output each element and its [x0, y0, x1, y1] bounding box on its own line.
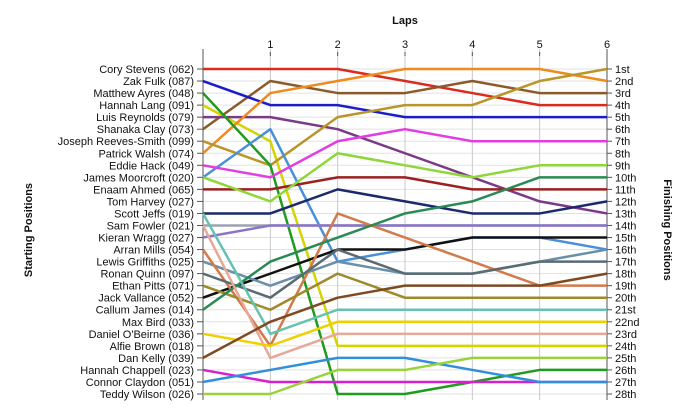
- series-line: [201, 224, 607, 360]
- finish-position-label: 12th: [615, 196, 636, 208]
- driver-label: Arran Mills (054): [113, 245, 194, 257]
- finish-position-label: 23rd: [615, 329, 637, 341]
- lap-tick-label: 3: [402, 39, 408, 51]
- driver-label: Max Bird (033): [122, 317, 194, 329]
- finish-position-label: 9th: [615, 160, 630, 172]
- series-line: [202, 272, 607, 311]
- driver-label: Hannah Lang (091): [99, 100, 194, 112]
- left-axis-title: Starting Positions: [23, 183, 35, 277]
- series-line: [202, 79, 607, 119]
- driver-label: Luis Reynolds (079): [96, 112, 194, 124]
- driver-label: Hannah Chappell (023): [80, 365, 194, 377]
- driver-label: Sam Fowler (021): [107, 220, 194, 232]
- finishing-position-labels: 1st2nd3rd4th5th6th7th8th9th10th11th12th1…: [607, 64, 639, 401]
- finish-position-label: 21st: [615, 305, 636, 317]
- lap-ticks: 1 2 3 4 5 6: [267, 39, 610, 56]
- finish-position-label: 8th: [615, 148, 630, 160]
- series-line: [202, 272, 608, 359]
- finish-position-label: 15th: [615, 233, 636, 245]
- finish-position-label: 24th: [615, 341, 636, 353]
- driver-label: Tom Harvey (027): [107, 196, 194, 208]
- right-axis-title: Finishing Positions: [661, 179, 673, 280]
- finish-position-label: 4th: [615, 100, 630, 112]
- finish-position-label: 3rd: [615, 88, 631, 100]
- finish-position-label: 19th: [615, 281, 636, 293]
- series-line: [203, 176, 607, 191]
- series-line: [203, 188, 608, 215]
- series-line: [202, 224, 607, 239]
- series-line: [202, 320, 607, 348]
- driver-label: Ethan Pitts (071): [112, 281, 194, 293]
- finish-position-label: 28th: [615, 389, 636, 401]
- chart-title: Laps: [392, 15, 418, 27]
- driver-label: Enaam Ahmed (065): [93, 184, 194, 196]
- driver-label: Daniel O'Beirne (036): [89, 329, 194, 341]
- finish-position-label: 16th: [615, 245, 636, 257]
- series-line: [202, 248, 607, 299]
- series-line: [202, 152, 607, 203]
- driver-label: Dan Kelly (039): [118, 353, 194, 365]
- finish-position-label: 10th: [615, 172, 636, 184]
- series-lines: [201, 67, 608, 396]
- series-line: [201, 212, 607, 336]
- series-line: [202, 92, 607, 396]
- series-line: [203, 115, 608, 215]
- driver-label: Zak Fulk (087): [123, 76, 194, 88]
- finish-position-label: 14th: [615, 220, 636, 232]
- driver-label: Shanaka Clay (073): [97, 124, 194, 136]
- series-line: [202, 176, 607, 311]
- driver-label: Lewis Griffiths (025): [96, 257, 194, 269]
- series-line: [202, 236, 607, 299]
- series-line: [202, 104, 607, 348]
- finish-position-label: 18th: [615, 269, 636, 281]
- finish-position-label: 5th: [615, 112, 630, 124]
- finish-position-label: 22nd: [615, 317, 639, 329]
- series-line: [202, 127, 607, 179]
- driver-label: Scott Jeffs (019): [114, 208, 194, 220]
- driver-label: James Moorcroft (020): [83, 172, 194, 184]
- finish-position-label: 26th: [615, 365, 636, 377]
- finish-position-label: 11th: [615, 184, 636, 196]
- driver-label: Patrick Walsh (074): [98, 148, 194, 160]
- series-line: [202, 67, 608, 155]
- starting-position-labels: Cory Stevens (062)Zak Fulk (087)Matthew …: [58, 64, 203, 401]
- driver-label: Connor Claydon (051): [86, 377, 194, 389]
- series-line: [202, 356, 607, 384]
- lap-tick-label: 4: [469, 39, 475, 51]
- driver-label: Callum James (014): [96, 305, 194, 317]
- driver-label: Kieran Wragg (027): [98, 233, 194, 245]
- lap-tick-label: 1: [267, 39, 273, 51]
- driver-label: Alfie Brown (018): [110, 341, 194, 353]
- driver-label: Teddy Wilson (026): [100, 389, 194, 401]
- driver-label: Ronan Quinn (097): [100, 269, 194, 281]
- lap-tick-label: 2: [335, 39, 341, 51]
- driver-label: Eddie Hack (049): [109, 160, 194, 172]
- finish-position-label: 20th: [615, 293, 636, 305]
- finish-position-label: 7th: [615, 136, 630, 148]
- series-line: [203, 67, 607, 107]
- finish-position-label: 17th: [615, 257, 636, 269]
- driver-label: Matthew Ayres (048): [93, 88, 194, 100]
- finish-position-label: 6th: [615, 124, 630, 136]
- series-line: [203, 356, 607, 396]
- series-line: [202, 79, 607, 131]
- lap-tick-label: 6: [604, 39, 610, 51]
- finish-position-label: 13th: [615, 208, 636, 220]
- lap-tick-label: 5: [537, 39, 543, 51]
- driver-label: Cory Stevens (062): [99, 64, 194, 76]
- finish-position-label: 27th: [615, 377, 636, 389]
- finish-position-label: 2nd: [615, 76, 633, 88]
- driver-label: Joseph Reeves-Smith (099): [58, 136, 194, 148]
- finish-position-label: 25th: [615, 353, 636, 365]
- finish-position-label: 1st: [615, 64, 630, 76]
- driver-label: Jack Vallance (052): [98, 293, 194, 305]
